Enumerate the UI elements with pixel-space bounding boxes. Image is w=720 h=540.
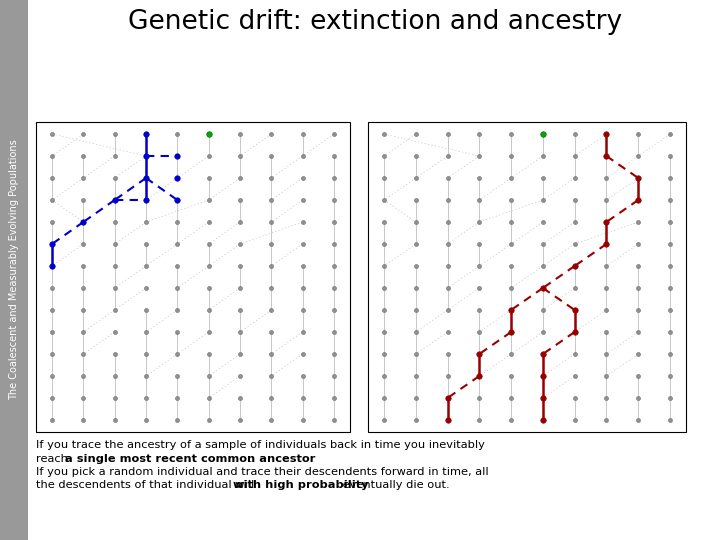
Text: Genetic drift: extinction and ancestry: Genetic drift: extinction and ancestry xyxy=(128,9,622,35)
Text: .: . xyxy=(249,454,253,463)
Text: If you pick a random individual and trace their descendents forward in time, all: If you pick a random individual and trac… xyxy=(36,467,489,477)
Text: eventually die out.: eventually die out. xyxy=(339,481,450,490)
Bar xyxy=(0,0,28,540)
Text: The Coalescent and Measurably Evolving Populations: The Coalescent and Measurably Evolving P… xyxy=(9,140,19,400)
Bar xyxy=(36,122,350,432)
Text: If you trace the ancestry of a sample of individuals back in time you inevitably: If you trace the ancestry of a sample of… xyxy=(36,440,485,450)
Text: reach: reach xyxy=(36,454,71,463)
Text: with high probability: with high probability xyxy=(233,481,369,490)
Text: a single most recent common ancestor: a single most recent common ancestor xyxy=(65,454,315,463)
Text: the descendents of that individual will: the descendents of that individual will xyxy=(36,481,258,490)
Bar xyxy=(368,122,686,432)
